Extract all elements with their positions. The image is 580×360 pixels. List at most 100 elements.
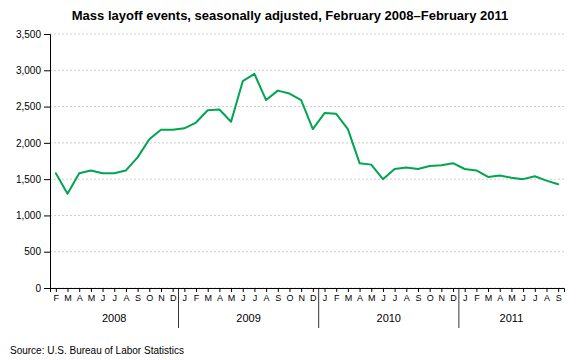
x-tick: J [113,288,118,303]
x-tick-mark [406,288,407,292]
y-tick-mark [44,143,50,144]
x-tick-mark [383,288,384,292]
x-tick: A [404,288,410,303]
x-tick-label: F [334,293,340,303]
y-tick-mark [44,107,50,108]
x-tick-label: S [556,293,562,303]
x-tick: S [415,288,421,303]
x-tick-label: J [183,293,188,303]
x-tick-mark [68,288,69,292]
x-tick-label: J [241,293,246,303]
data-line [56,74,558,194]
x-tick: M [64,288,72,303]
y-tick-mark [44,288,50,289]
y-tick-mark [44,70,50,71]
x-tick-mark [243,288,244,292]
year-label: 2008 [102,312,126,324]
chart-svg: 05001,0001,5002,0002,5003,0003,500FMAMJJ… [0,0,580,360]
x-tick-label: M [88,293,96,303]
x-tick: J [463,288,468,303]
x-tick-label: J [521,293,526,303]
x-tick-label: D [450,293,457,303]
grid-line [50,179,564,180]
x-tick-mark [301,288,302,292]
x-tick: M [485,288,493,303]
grid-line [50,215,564,216]
x-tick: D [310,288,317,303]
x-tick: J [241,288,246,303]
x-tick: S [556,288,562,303]
x-tick: M [368,288,376,303]
x-axis: FMAMJJASONDJFMAMJJASONDJFMAMJJASONDJFMAM… [51,288,565,303]
x-tick-mark [500,288,501,292]
year-label: 2011 [500,312,524,324]
grid-line [50,70,564,71]
x-tick-label: O [427,293,434,303]
y-tick: 1,000 [16,210,50,221]
y-tick: 3,000 [16,65,50,76]
x-tick-label: A [217,293,223,303]
x-tick-mark [441,288,442,292]
x-tick-mark [173,288,174,292]
x-tick-label: A [497,293,503,303]
x-tick-mark [348,288,349,292]
y-tick-label: 1,000 [16,210,41,221]
year-groups: 2008200920102011 [102,288,523,328]
x-tick-mark [418,288,419,292]
y-axis-line [44,35,51,289]
x-tick-label: A [123,293,129,303]
x-tick: J [253,288,258,303]
x-tick-label: J [381,293,386,303]
x-tick-mark [371,288,372,292]
y-tick-mark [44,215,50,216]
x-tick-label: M [345,293,353,303]
x-tick-label: A [404,293,410,303]
x-tick-mark [289,288,290,292]
x-tick-mark [430,288,431,292]
x-tick-label: D [170,293,177,303]
y-tick: 3,500 [16,29,50,40]
x-tick-mark [336,288,337,292]
x-tick: A [123,288,129,303]
x-tick-mark [149,288,150,292]
x-tick-label: N [439,293,446,303]
x-tick-label: M [508,293,516,303]
x-tick: M [228,288,236,303]
year-label: 2010 [377,312,401,324]
y-tick-label: 0 [35,283,41,294]
x-axis-line [51,289,565,293]
x-tick-mark [535,288,536,292]
x-tick-label: O [286,293,293,303]
x-tick: A [264,288,270,303]
x-tick: O [146,288,153,303]
x-tick: A [77,288,83,303]
x-tick-mark [313,288,314,292]
x-tick-label: A [357,293,363,303]
x-tick-label: N [298,293,305,303]
x-tick: J [393,288,398,303]
x-tick: J [521,288,526,303]
y-tick-label: 2,500 [16,101,41,112]
x-tick-mark [476,288,477,292]
x-tick-mark [325,288,326,292]
x-tick-label: M [368,293,376,303]
x-tick-label: F [54,293,60,303]
x-tick: J [183,288,188,303]
x-tick: M [204,288,212,303]
plot-area: 05001,0001,5002,0002,5003,0003,500FMAMJJ… [16,29,565,328]
x-tick: S [275,288,281,303]
grid-line [50,251,564,252]
x-tick-mark [91,288,92,292]
x-tick-mark [558,288,559,292]
chart-container: 05001,0001,5002,0002,5003,0003,500FMAMJJ… [0,0,580,360]
x-tick: A [544,288,550,303]
x-tick: J [533,288,538,303]
x-tick: F [474,288,480,303]
x-tick-mark [231,288,232,292]
x-tick-mark [511,288,512,292]
x-tick-mark [208,288,209,292]
x-tick-label: J [323,293,328,303]
x-tick: J [101,288,106,303]
y-tick-mark [44,179,50,180]
x-tick-mark [278,288,279,292]
